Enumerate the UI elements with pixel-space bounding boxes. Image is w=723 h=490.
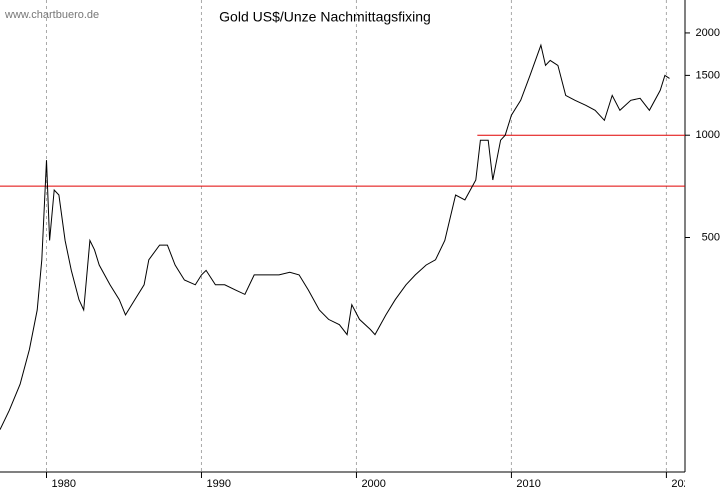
y-tick-label: 1500 bbox=[696, 69, 720, 81]
y-tick-label: 1000 bbox=[696, 129, 720, 141]
x-tick-label: 2020 bbox=[671, 478, 695, 490]
price-line bbox=[0, 43, 670, 430]
chart-title: Gold US$/Unze Nachmittagsfixing bbox=[219, 9, 431, 25]
x-tick-label: 1990 bbox=[206, 478, 230, 490]
y-tick-label: 500 bbox=[702, 231, 720, 243]
y-tick-label: 2000 bbox=[696, 27, 720, 39]
x-tick-label: 2010 bbox=[516, 478, 540, 490]
x-labels: 1980 1990 2000 2010 2020 bbox=[51, 478, 695, 490]
x-tick-label: 2000 bbox=[361, 478, 385, 490]
x-tick-label: 1980 bbox=[51, 478, 75, 490]
watermark: www.chartbuero.de bbox=[4, 9, 99, 21]
